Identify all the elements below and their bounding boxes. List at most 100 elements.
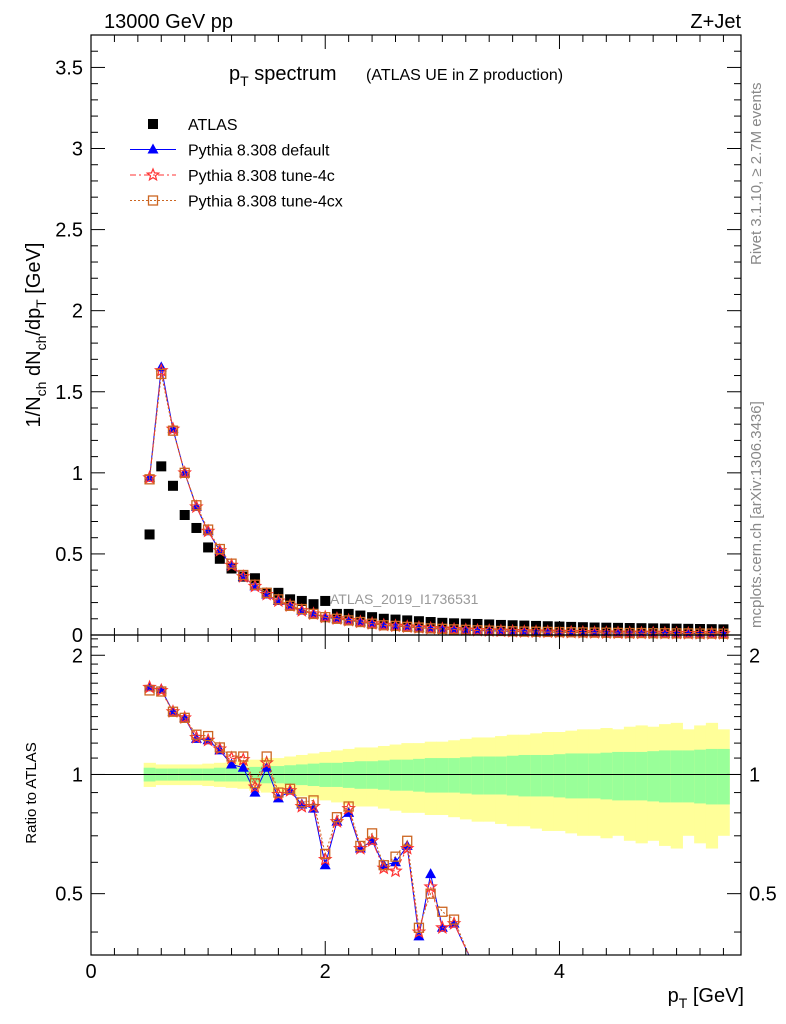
data-point — [156, 368, 167, 380]
ratio-point — [156, 686, 167, 697]
ratio-point — [355, 840, 366, 852]
uncertainty-band-stat — [647, 751, 660, 802]
ratio-point — [202, 730, 214, 742]
uncertainty-band-stat — [705, 748, 719, 805]
main-panel: 0 0.5 1 1.5 2 2.5 3 3.5 — [55, 34, 742, 647]
data-point — [402, 621, 413, 633]
ratio-point — [191, 729, 202, 740]
ylabel-part4: [GeV] — [23, 243, 45, 300]
ratio-point — [319, 859, 331, 870]
data-point — [261, 587, 272, 598]
uncertainty-band-stat — [588, 753, 601, 799]
uncertainty-band-stat — [659, 750, 672, 803]
xlabel-unit: [GeV] — [687, 985, 744, 1007]
uncertainty-band-stat — [553, 754, 566, 798]
y-tick-label: 3.5 — [55, 57, 83, 79]
ratio-point — [296, 798, 308, 809]
ratio-axis-ticks: 0.5 0.5 1 1 2 2 0 2 4 — [55, 635, 777, 983]
series-line-3 — [149, 373, 724, 635]
uncertainty-band-stat — [448, 758, 461, 793]
ratio-point — [261, 761, 273, 772]
ratio-point — [249, 778, 261, 789]
uncertainty-band-stat — [483, 756, 496, 795]
y-tick-label: 2.5 — [55, 220, 83, 242]
legend-marker — [148, 119, 158, 129]
data-point — [249, 573, 260, 584]
y-tick-label: 0.5 — [55, 544, 83, 566]
ylabel-sub2: ch — [33, 336, 49, 351]
chart-title-rest: spectrum — [249, 63, 337, 85]
xlabel-sub: T — [679, 995, 688, 1011]
y-tick-label: 0 — [72, 625, 83, 647]
data-point — [320, 595, 331, 606]
mcplots-label: mcplots.cern.ch [arXiv:1306.3436] — [748, 401, 765, 628]
data-point — [226, 558, 237, 569]
uncertainty-band-stat — [600, 752, 613, 800]
data-point — [706, 628, 717, 639]
legend-label: Pythia 8.308 default — [188, 143, 330, 160]
uncertainty-band-stat — [682, 750, 695, 803]
data-point — [202, 524, 214, 535]
ratio-point — [366, 828, 378, 839]
chart-title-main: p — [229, 63, 240, 85]
ratio-y-tick-label-right: 0.5 — [749, 884, 777, 906]
uncertainty-band-stat — [424, 758, 437, 793]
y-tick-label: 1 — [72, 463, 83, 485]
ratio-y-tick-label: 0.5 — [55, 884, 83, 906]
ratio-point — [388, 863, 403, 878]
ratio-point — [214, 742, 225, 753]
uncertainty-band-stat — [389, 759, 402, 791]
uncertainty-band-stat — [612, 751, 625, 801]
data-point — [355, 616, 366, 628]
ratio-point — [343, 801, 354, 812]
ylabel-part2: dN — [23, 350, 45, 381]
ratio-y-tick-label: 1 — [72, 764, 83, 786]
ratio-point — [320, 848, 331, 860]
series-3 — [144, 368, 729, 639]
data-point — [308, 608, 319, 620]
ratio-point — [413, 922, 425, 933]
uncertainty-band-stat — [530, 754, 543, 797]
data-point — [167, 425, 179, 436]
data-point — [214, 543, 225, 555]
ratio-point — [378, 860, 389, 871]
ratio-series-layer — [89, 679, 743, 968]
data-point — [144, 529, 155, 540]
legend-marker — [147, 195, 159, 206]
main-axis-ticks: 0 0.5 1 1.5 2 2.5 3 3.5 — [55, 35, 741, 647]
uncertainty-band-stat — [495, 756, 508, 795]
ratio-point — [261, 751, 272, 762]
ratio-point — [179, 712, 190, 723]
x-tick-label: 0 — [85, 961, 96, 983]
data-point — [425, 623, 436, 634]
rivet-label: Rivet 3.1.10, ≥ 2.7M events — [748, 83, 765, 266]
legend-marker — [147, 143, 159, 154]
ratio-point — [308, 795, 319, 806]
data-point — [273, 587, 284, 598]
data-point — [296, 603, 307, 615]
data-point — [179, 467, 190, 478]
y-tick-label: 1.5 — [55, 382, 83, 404]
data-point — [448, 624, 460, 635]
uncertainty-band-stat — [577, 753, 590, 799]
ratio-line-1 — [149, 686, 473, 962]
uncertainty-band-stat — [635, 751, 648, 801]
chart-title-sub: T — [240, 73, 249, 89]
chart-subtitle: (ATLAS UE in Z production) — [366, 67, 563, 84]
ratio-point — [413, 930, 425, 941]
ratio-point — [249, 786, 261, 797]
uncertainty-band-stat — [354, 761, 367, 789]
ratio-point — [167, 706, 179, 717]
ratio-line-2 — [149, 689, 473, 962]
data-point — [144, 474, 155, 485]
ratio-point — [390, 851, 401, 862]
uncertainty-band-stat — [717, 748, 730, 805]
data-point — [378, 620, 389, 631]
ylabel-sub1: ch — [33, 382, 49, 397]
data-point — [284, 600, 296, 611]
y-tick-label: 3 — [72, 139, 83, 161]
data-point — [273, 594, 284, 605]
data-point — [308, 599, 319, 610]
ratio-point — [238, 751, 249, 762]
